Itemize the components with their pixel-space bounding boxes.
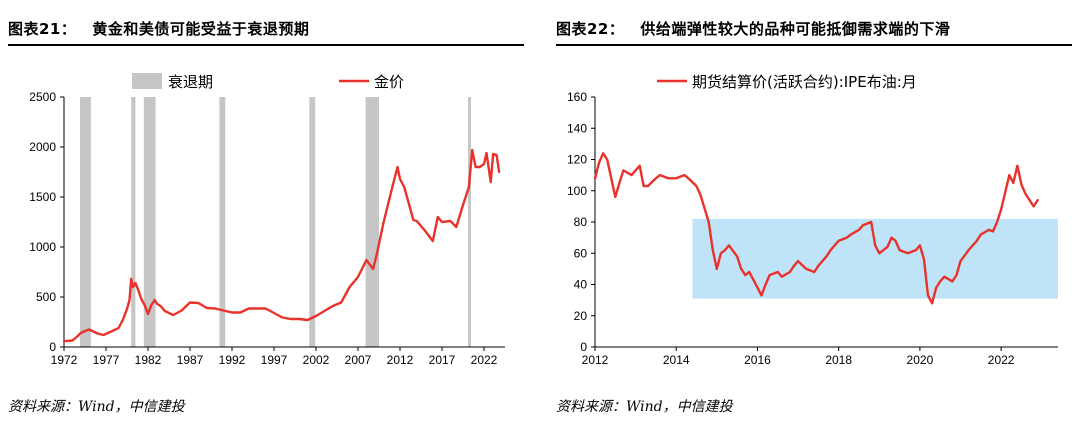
- y-tick-label: 2000: [29, 140, 56, 154]
- x-tick-label: 2022: [471, 353, 498, 367]
- figure-21-title: 图表21： 黄金和美债可能受益于衰退预期: [8, 18, 309, 39]
- x-tick-label: 2002: [303, 353, 330, 367]
- y-tick-label: 80: [574, 215, 588, 229]
- y-tick-label: 60: [574, 246, 588, 260]
- figure-21-source: 资料来源：Wind，中信建投: [8, 399, 185, 415]
- y-tick-label: 1000: [29, 240, 56, 254]
- x-tick-label: 1982: [135, 353, 162, 367]
- y-tick-label: 100: [567, 184, 587, 198]
- x-tick-label: 2012: [582, 353, 609, 367]
- recession-bar-4: [309, 97, 316, 347]
- legend-series-label: 金价: [374, 73, 404, 91]
- figure-22-title: 图表22： 供给端弹性较大的品种可能抵御需求端的下滑: [556, 18, 950, 39]
- recession-bar-6: [468, 97, 472, 347]
- y-tick-label: 0: [49, 340, 56, 354]
- y-tick-label: 0: [580, 340, 587, 354]
- brent-oil-chart: 0 20 40 60 80 100 120 140 160 2012 2014 2016 2018 202…: [567, 73, 1058, 367]
- y-tick-label: 1500: [29, 190, 56, 204]
- x-tick-label: 2022: [988, 353, 1015, 367]
- figure-21: 图表21： 黄金和美债可能受益于衰退预期 0 500 1000 1500 2000 2500…: [8, 0, 528, 431]
- recession-bar-1: [131, 97, 136, 347]
- y-tick-label: 160: [567, 90, 587, 104]
- legend-recession-label: 衰退期: [168, 73, 213, 91]
- figure-21-caption: 黄金和美债可能受益于衰退预期: [92, 20, 310, 38]
- y-tick-label: 140: [567, 121, 587, 135]
- x-tick-label: 2020: [907, 353, 934, 367]
- legend-series-label: 期货结算价(活跃合约):IPE布油:月: [692, 73, 917, 91]
- recession-bar-0: [79, 97, 91, 347]
- figure-22-source: 资料来源：Wind，中信建投: [556, 399, 733, 415]
- figure-22-caption: 供给端弹性较大的品种可能抵御需求端的下滑: [640, 20, 951, 38]
- y-tick-label: 500: [36, 290, 56, 304]
- x-tick-label: 1992: [219, 353, 246, 367]
- figure-21-label: 图表21：: [8, 20, 77, 38]
- x-tick-label: 1977: [93, 353, 120, 367]
- legend-recession-swatch: [132, 73, 162, 89]
- figure-21-rule: [8, 44, 524, 46]
- x-tick-label: 2012: [387, 353, 414, 367]
- x-tick-label: 1987: [177, 353, 204, 367]
- series-line: [62, 148, 501, 343]
- recession-bar-5: [365, 97, 379, 347]
- x-tick-label: 2017: [429, 353, 456, 367]
- recession-bar-3: [219, 97, 226, 347]
- recession-bar-2: [143, 97, 156, 347]
- x-tick-label: 2016: [744, 353, 771, 367]
- highlight-band: [692, 218, 1058, 299]
- x-tick-label: 1972: [51, 353, 78, 367]
- figure-22-label: 图表22：: [556, 20, 625, 38]
- y-tick-label: 2500: [29, 90, 56, 104]
- y-tick-label: 20: [574, 309, 588, 323]
- x-tick-label: 2007: [345, 353, 372, 367]
- figure-22-rule: [556, 44, 1072, 46]
- x-tick-label: 1997: [261, 353, 288, 367]
- y-tick-label: 40: [574, 278, 588, 292]
- figure-22: 图表22： 供给端弹性较大的品种可能抵御需求端的下滑 0 20 40 60 80 100 12…: [556, 0, 1076, 431]
- gold-price-chart: 0 500 1000 1500 2000 2500 1972 1977 1982 1987 1992…: [29, 73, 505, 367]
- series-line: [593, 152, 1039, 305]
- x-tick-label: 2014: [663, 353, 690, 367]
- y-tick-label: 120: [567, 153, 587, 167]
- x-tick-label: 2018: [825, 353, 852, 367]
